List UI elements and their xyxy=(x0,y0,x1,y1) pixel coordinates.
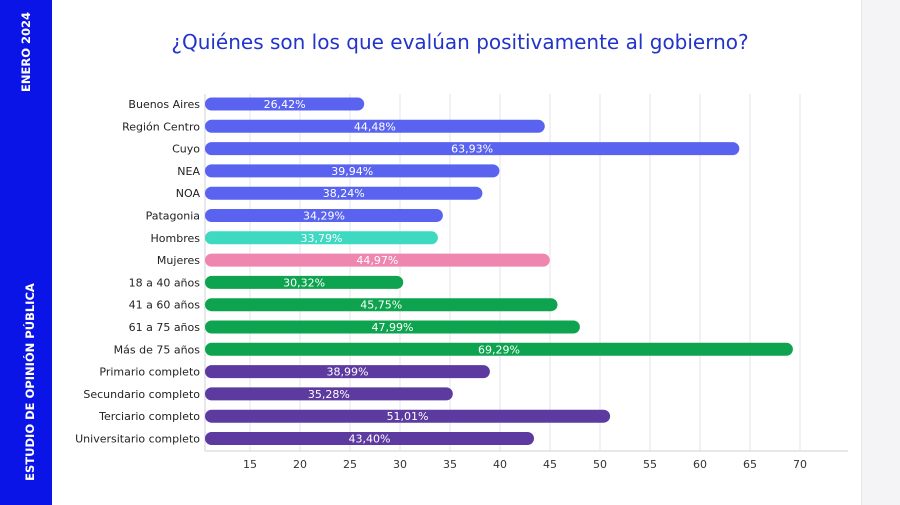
x-tick-label-25: 25 xyxy=(343,458,357,471)
bar xyxy=(205,387,453,401)
category-label: Cuyo xyxy=(172,143,200,156)
category-label: 41 a 60 años xyxy=(129,299,201,312)
category-label: Región Centro xyxy=(122,120,200,133)
x-tick-label-70: 70 xyxy=(793,458,807,471)
category-label: Patagonia xyxy=(146,210,200,223)
data-label: 34,29% xyxy=(303,210,345,223)
sidebar: ENERO 2024 ESTUDIO DE OPINIÓN PÚBLICA xyxy=(0,0,52,505)
x-tick-label-60: 60 xyxy=(693,458,707,471)
bar xyxy=(205,253,550,267)
category-label: Primario completo xyxy=(99,366,200,379)
category-label: NEA xyxy=(177,165,200,178)
bar xyxy=(205,164,500,178)
data-label: 51,01% xyxy=(387,410,429,423)
bar xyxy=(205,432,534,445)
data-label: 30,32% xyxy=(283,276,325,289)
x-tick-label-55: 55 xyxy=(643,458,657,471)
data-label: 26,42% xyxy=(264,98,306,111)
data-label: 35,28% xyxy=(308,388,350,401)
data-label: 47,99% xyxy=(371,321,413,334)
x-tick-label-30: 30 xyxy=(393,458,407,471)
category-label: Terciario completo xyxy=(98,410,200,423)
x-tick-label-20: 20 xyxy=(293,458,307,471)
category-label: Secundario completo xyxy=(83,388,200,401)
bar xyxy=(205,320,580,334)
data-label: 63,93% xyxy=(451,143,493,156)
data-label: 43,40% xyxy=(349,433,391,446)
bar xyxy=(205,298,558,312)
data-label: 38,24% xyxy=(323,187,365,200)
data-label: 44,48% xyxy=(354,120,396,133)
x-tick-label-15: 15 xyxy=(243,458,257,471)
category-label: 18 a 40 años xyxy=(129,276,201,289)
bar xyxy=(205,97,365,111)
bar xyxy=(205,231,438,245)
category-label: Buenos Aires xyxy=(128,98,200,111)
bar xyxy=(205,186,483,200)
x-tick-label-35: 35 xyxy=(443,458,457,471)
bar xyxy=(205,142,740,156)
x-tick-label-45: 45 xyxy=(543,458,557,471)
x-tick-label-65: 65 xyxy=(743,458,757,471)
category-label: Más de 75 años xyxy=(114,343,201,356)
category-label: 61 a 75 años xyxy=(129,321,201,334)
data-label: 44,97% xyxy=(356,254,398,267)
data-label: 45,75% xyxy=(360,299,402,312)
category-label: NOA xyxy=(176,187,201,200)
right-margin xyxy=(861,0,900,505)
bar xyxy=(205,209,443,222)
data-label: 38,99% xyxy=(326,366,368,379)
chart-title: ¿Quiénes son los que evalúan positivamen… xyxy=(171,30,749,54)
bar xyxy=(205,365,490,379)
bar xyxy=(205,409,611,423)
data-label: 39,94% xyxy=(331,165,373,178)
bar xyxy=(205,119,545,133)
data-label: 33,79% xyxy=(300,232,342,245)
x-tick-label-50: 50 xyxy=(593,458,607,471)
category-label: Hombres xyxy=(151,232,201,245)
data-label: 69,29% xyxy=(478,343,520,356)
bar xyxy=(205,275,404,289)
x-tick-label-40: 40 xyxy=(493,458,507,471)
bar xyxy=(205,342,793,356)
category-label: Mujeres xyxy=(157,254,200,267)
category-label: Universitario completo xyxy=(75,433,200,446)
